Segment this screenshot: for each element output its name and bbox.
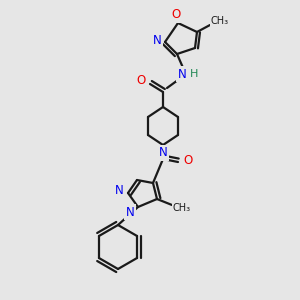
Text: O: O — [171, 8, 181, 22]
Text: O: O — [136, 74, 146, 86]
Text: H: H — [190, 69, 198, 79]
Text: N: N — [159, 146, 167, 160]
Text: N: N — [115, 184, 123, 196]
Text: CH₃: CH₃ — [173, 203, 191, 213]
Text: N: N — [153, 34, 161, 46]
Text: CH₃: CH₃ — [211, 16, 229, 26]
Text: O: O — [183, 154, 193, 167]
Text: N: N — [126, 206, 134, 218]
Text: N: N — [178, 68, 186, 80]
